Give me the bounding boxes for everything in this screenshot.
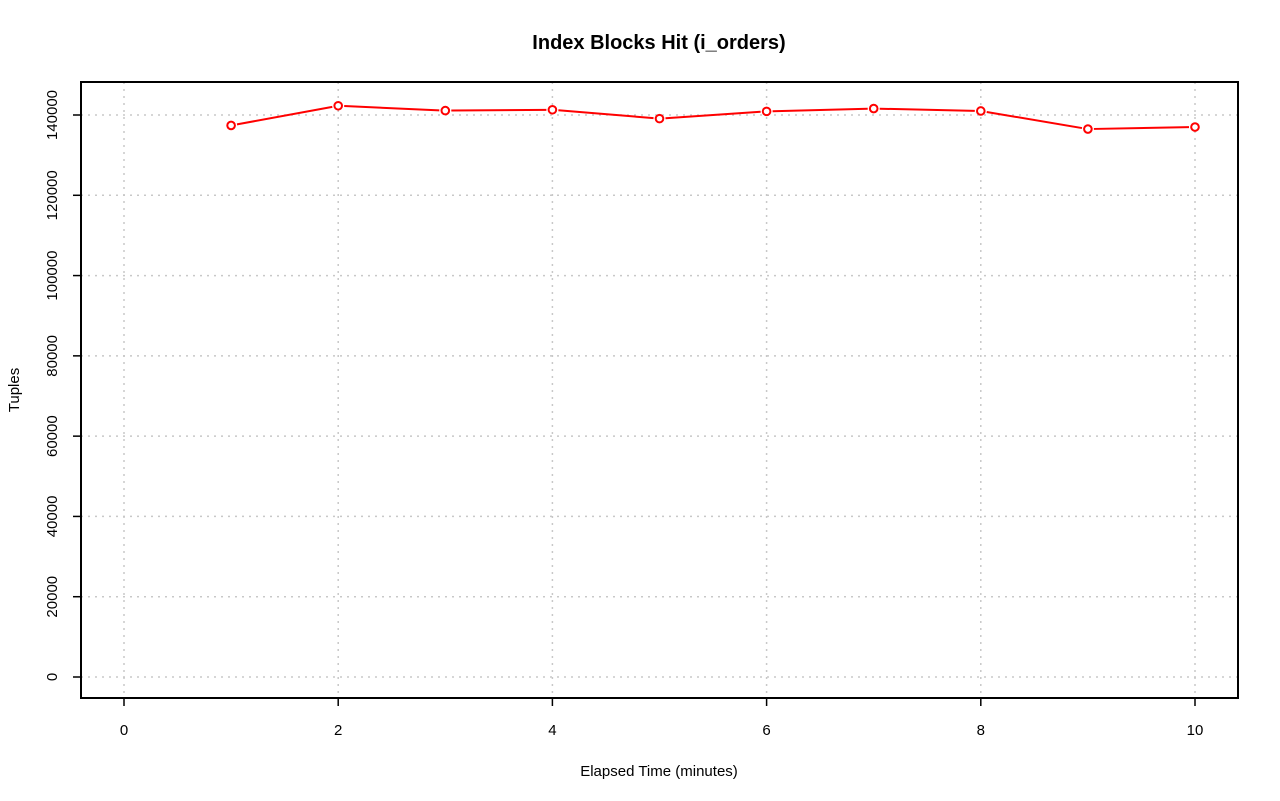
y-tick-label: 140000 <box>44 90 61 140</box>
x-axis-label: Elapsed Time (minutes) <box>580 763 738 780</box>
x-tick-label: 4 <box>548 722 556 739</box>
data-point <box>547 104 558 115</box>
data-point <box>761 106 772 117</box>
series <box>226 100 1200 134</box>
y-tick-label: 80000 <box>44 335 61 377</box>
y-tick-label: 0 <box>44 673 61 681</box>
y-tick-label: 120000 <box>44 170 61 220</box>
x-tick-label: 8 <box>977 722 985 739</box>
y-tick-label: 20000 <box>44 576 61 618</box>
grid <box>81 82 1238 698</box>
data-point <box>976 106 986 116</box>
data-point <box>868 103 879 114</box>
data-point <box>333 100 344 111</box>
x-tick-label: 6 <box>762 722 770 739</box>
x-tick-label: 0 <box>120 722 128 739</box>
y-tick-label: 100000 <box>44 251 61 301</box>
y-axis: 0 20000 40000 60000 80000 100000 120000 140000 <box>44 90 81 681</box>
plot-frame <box>80 81 1239 699</box>
y-tick-label: 40000 <box>44 496 61 538</box>
x-tick-label: 2 <box>334 722 342 739</box>
data-point <box>226 120 236 131</box>
data-point <box>1083 124 1093 134</box>
y-axis-label: Tuples <box>6 368 23 412</box>
data-point <box>440 105 451 116</box>
x-tick-label: 10 <box>1187 722 1204 739</box>
chart-title: Index Blocks Hit (i_orders) <box>532 32 785 54</box>
data-point <box>1190 122 1200 132</box>
y-tick-label: 60000 <box>44 415 61 457</box>
series-line <box>236 105 1190 130</box>
x-axis: 0 2 4 6 8 10 <box>120 698 1204 739</box>
data-point <box>654 113 665 124</box>
